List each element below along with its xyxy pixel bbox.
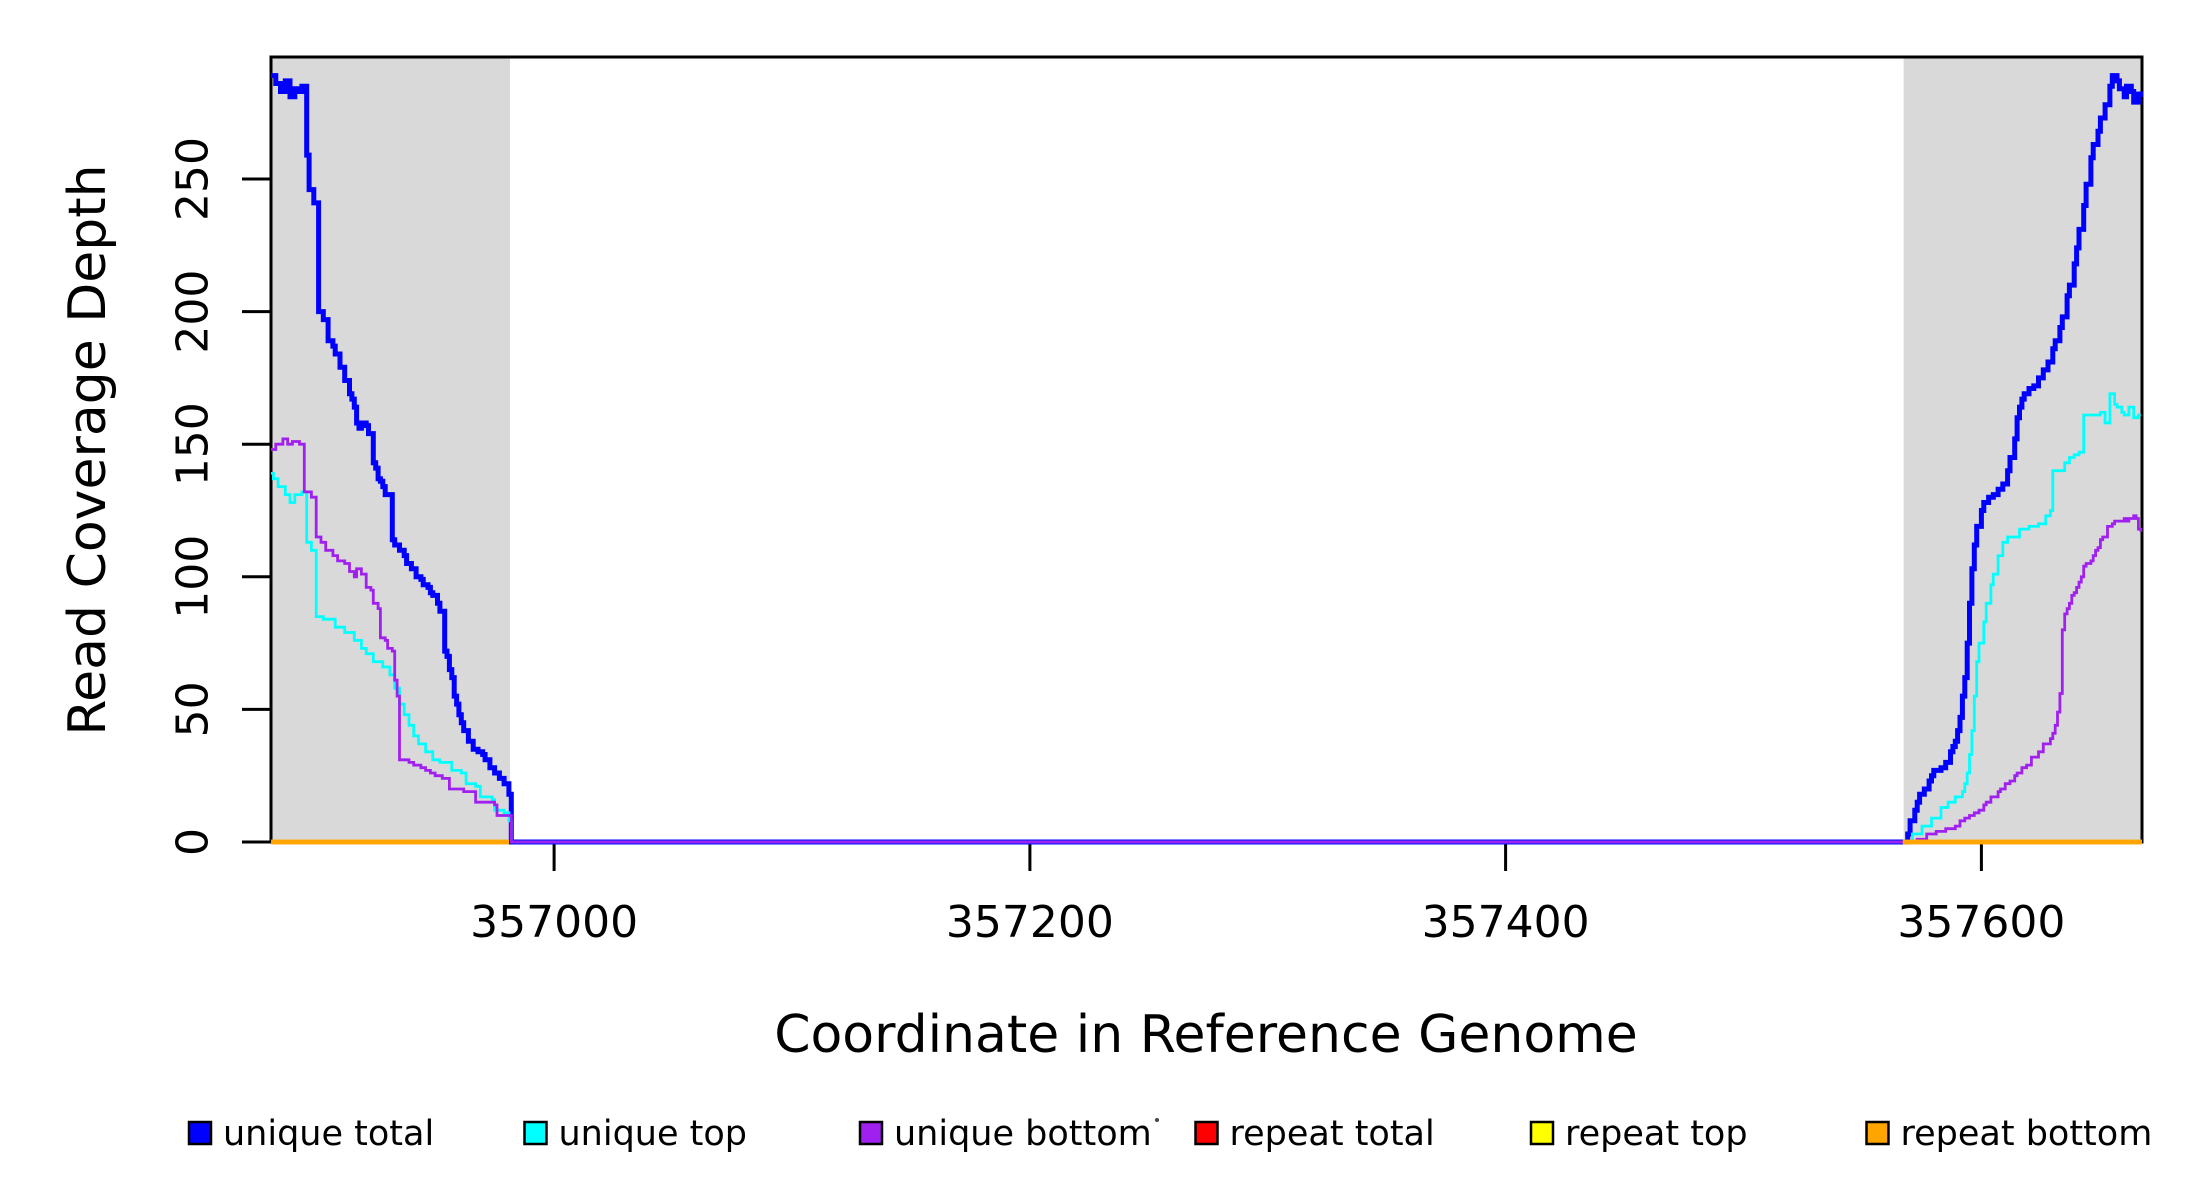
legend-label-repeat-top: repeat top	[1565, 1114, 1748, 1154]
x-axis-title: Coordinate in Reference Genome	[774, 1005, 1638, 1065]
legend-label-unique-total: unique total	[223, 1114, 434, 1154]
legend-swatch-repeat-total-icon	[1194, 1120, 1219, 1146]
series-unique-total-line	[271, 73, 2144, 845]
x-tick-label: 357400	[1422, 897, 1590, 948]
legend-label-repeat-total: repeat total	[1230, 1114, 1435, 1154]
plot-box	[269, 55, 2144, 844]
x-tick-label: 357000	[470, 897, 638, 948]
y-tick-label: 0	[168, 828, 219, 856]
y-tick-label: 250	[168, 137, 219, 221]
legend-swatch-unique-top-icon	[523, 1120, 548, 1146]
legend-swatch-unique-total-icon	[187, 1120, 213, 1146]
x-tick-label: 357600	[1897, 897, 2065, 948]
series-unique-top-line	[271, 392, 2141, 844]
series-unique-bottom-line	[271, 437, 2143, 844]
y-tick-label: 100	[168, 535, 219, 619]
legend-swatch-repeat-bottom-icon	[1865, 1120, 1890, 1146]
stray-dot	[1155, 1118, 1159, 1122]
legend-label-repeat-bottom: repeat bottom	[1901, 1114, 2153, 1154]
y-tick-label: 150	[168, 402, 219, 486]
legend-label-unique-top: unique top	[559, 1114, 748, 1154]
y-axis-title: Read Coverage Depth	[58, 164, 118, 735]
y-tick-label: 50	[168, 681, 219, 737]
legend-label-unique-bottom: unique bottom	[894, 1114, 1152, 1154]
legend-swatch-repeat-top-icon	[1529, 1120, 1555, 1146]
y-tick-label: 200	[168, 270, 219, 354]
x-tick-label: 357200	[946, 897, 1114, 948]
repeat-region-shading-right	[1903, 57, 2142, 842]
legend-swatch-unique-bottom-icon	[858, 1120, 884, 1146]
